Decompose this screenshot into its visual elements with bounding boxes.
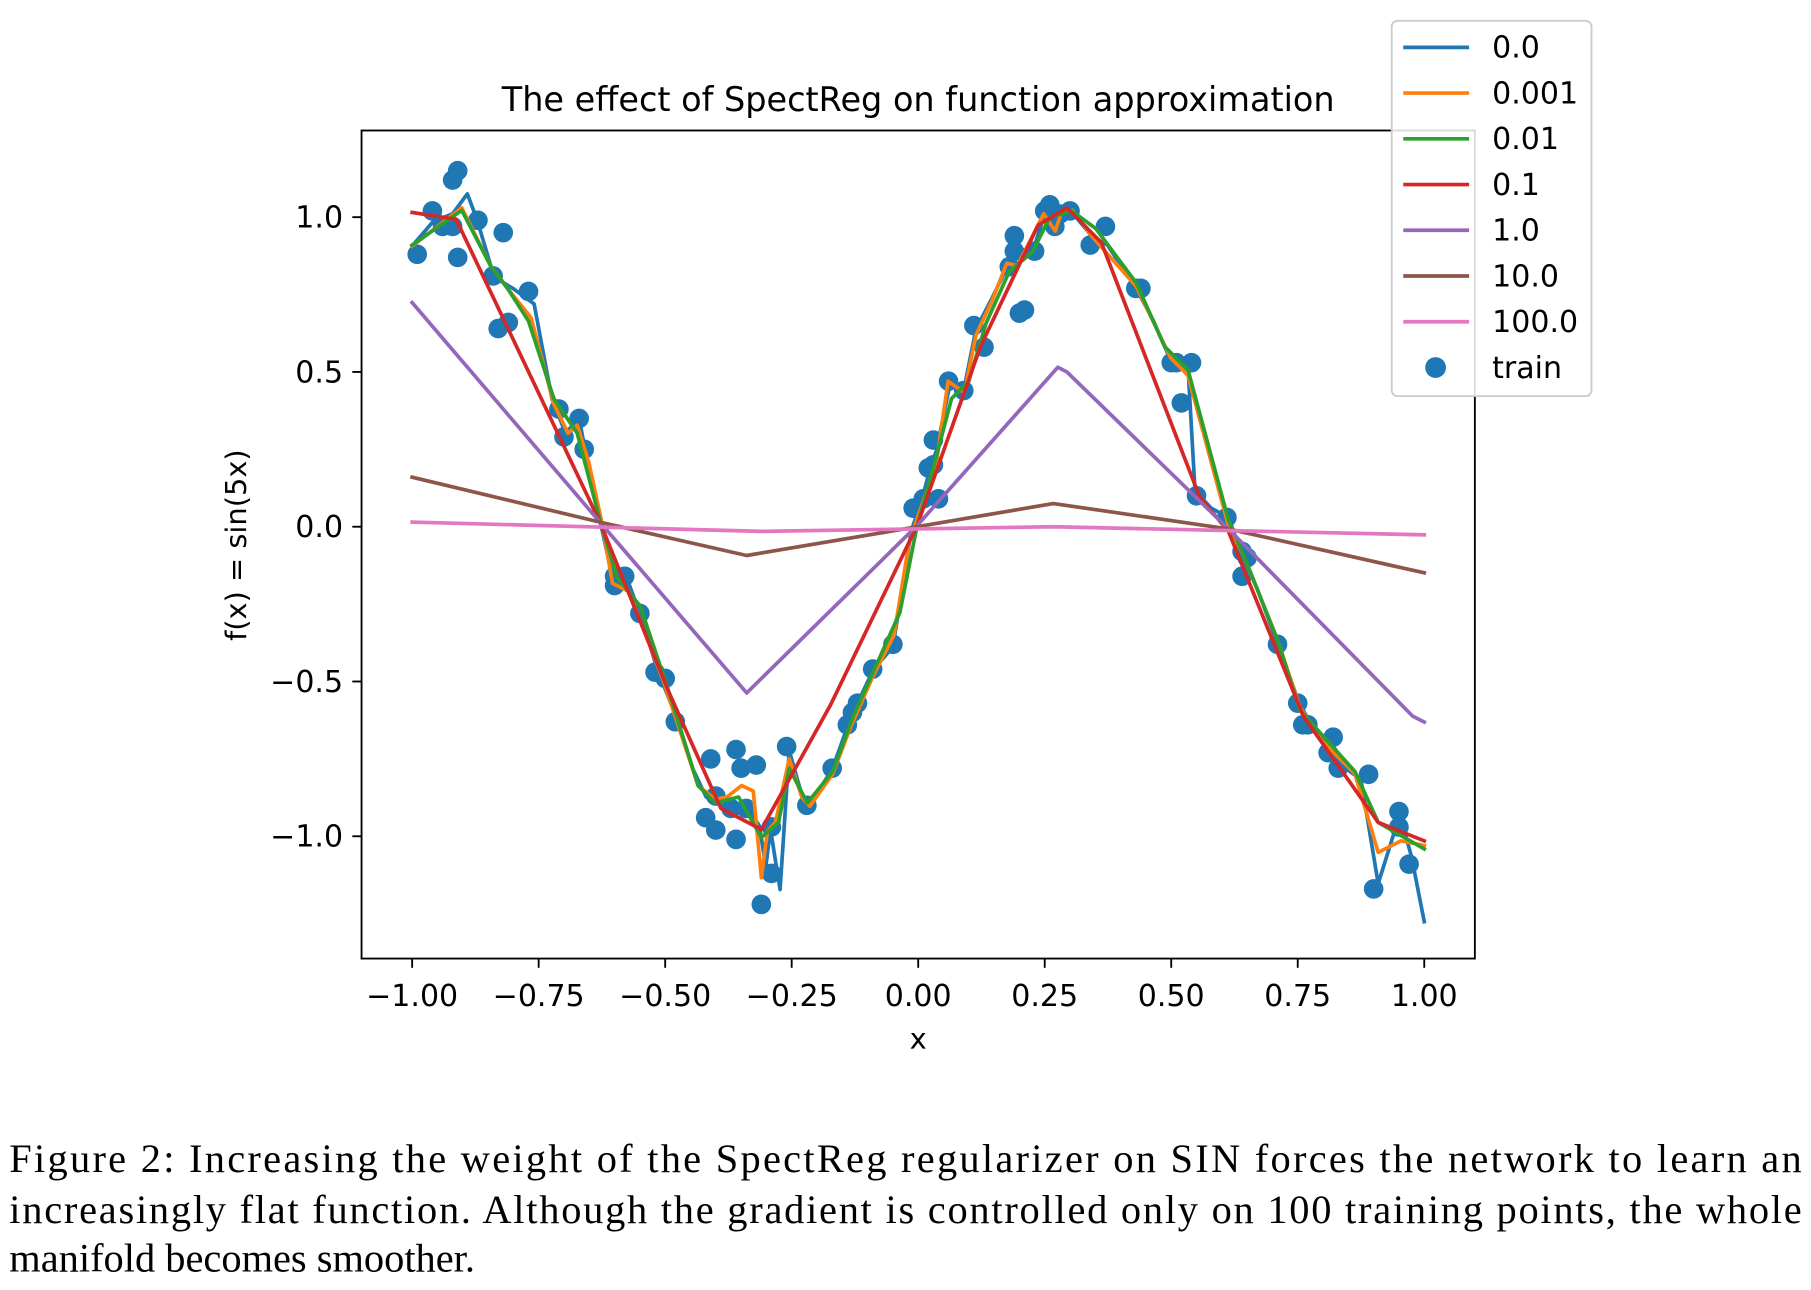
train-point — [493, 222, 514, 243]
x-tick-label: 0.50 — [1138, 979, 1205, 1014]
chart-title: The effect of SpectReg on function appro… — [501, 80, 1335, 119]
train-point — [731, 758, 751, 778]
x-axis-label: x — [910, 1022, 927, 1056]
legend-label: 10.0 — [1492, 259, 1559, 294]
x-tick-label: 0.75 — [1264, 979, 1331, 1014]
legend-label: 0.1 — [1492, 168, 1540, 203]
y-tick-label: 0.5 — [295, 355, 343, 390]
x-axis: −1.00 −0.75 −0.50 −0.25 0.00 0.25 0.50 0.75 1.00 — [366, 958, 1458, 1014]
train-point — [1004, 225, 1025, 246]
y-tick-label: 1.0 — [295, 201, 343, 236]
x-tick-label: 0.00 — [885, 979, 952, 1014]
series-line-0.1 — [410, 206, 1427, 844]
train-point — [447, 160, 468, 181]
legend-frame — [1390, 19, 1593, 398]
train-point — [705, 820, 726, 840]
legend-label: 0.001 — [1492, 76, 1578, 111]
x-tick-label: −0.50 — [619, 979, 711, 1014]
series-line-100.0 — [410, 520, 1427, 537]
x-tick-label: −1.00 — [366, 979, 458, 1014]
train-point — [407, 244, 428, 265]
x-tick-label: −0.25 — [746, 979, 838, 1014]
legend-entries: 0.0 0.001 0.01 0.1 1.0 10.0 100.0 train — [1403, 31, 1578, 386]
train-point — [447, 247, 468, 268]
train-point — [751, 894, 772, 915]
legend-label: 1.0 — [1492, 214, 1540, 249]
y-tick-label: −1.0 — [270, 820, 343, 855]
legend: 0.0 0.001 0.01 0.1 1.0 10.0 100.0 train — [1390, 19, 1593, 398]
legend-label: 0.0 — [1492, 31, 1540, 66]
y-axis: −1.0 −0.5 0.0 0.5 1.0 — [270, 201, 362, 855]
caption-line: Figure 2: Increasing the weight of the S… — [9, 1136, 1801, 1181]
train-point — [776, 736, 797, 757]
train-point — [1171, 393, 1192, 413]
legend-label: 100.0 — [1492, 305, 1578, 340]
train-point — [1014, 300, 1035, 320]
train-point — [1389, 801, 1409, 822]
y-tick-label: 0.0 — [295, 510, 343, 545]
caption-line: manifold becomes smoother. — [9, 1236, 475, 1281]
train-point — [746, 755, 767, 775]
train-point — [726, 829, 746, 850]
train-point — [700, 749, 721, 769]
legend-label: 0.01 — [1492, 122, 1559, 157]
caption-line: increasingly flat function. Although the… — [9, 1187, 1801, 1232]
legend-handle-train — [1425, 357, 1446, 378]
x-tick-label: 0.25 — [1011, 979, 1078, 1014]
x-tick-label: −0.75 — [493, 979, 585, 1014]
train-point — [1358, 764, 1379, 785]
lines-layer — [409, 192, 1427, 924]
train-point — [1095, 216, 1116, 237]
series-line-1.0 — [409, 299, 1427, 725]
legend-label: train — [1492, 351, 1562, 386]
x-tick-label: 1.00 — [1391, 979, 1458, 1014]
train-point — [726, 739, 746, 760]
y-tick-label: −0.5 — [270, 665, 343, 700]
y-axis-label: f(x) = sin(5x) — [219, 449, 253, 641]
